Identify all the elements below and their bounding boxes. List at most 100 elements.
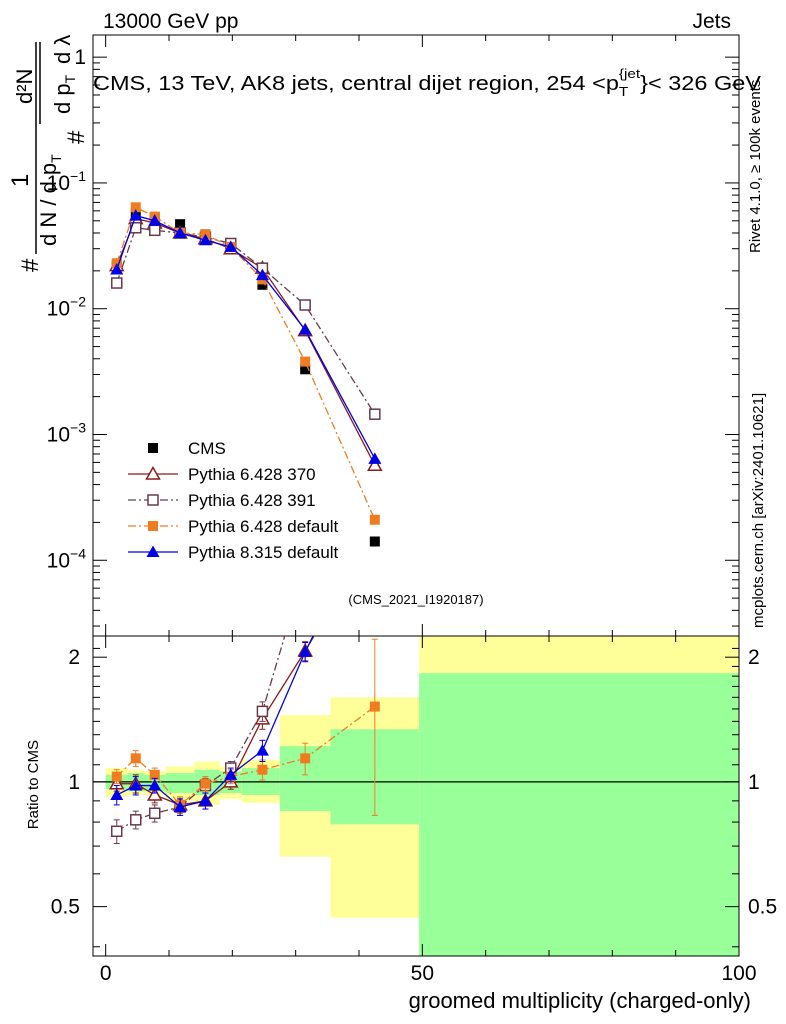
- ratio-point-pythia-8-315-default: [198, 794, 212, 806]
- x-axis-label: groomed multiplicity (charged-only): [409, 988, 751, 1013]
- title-sup: {jet: [619, 66, 641, 81]
- ratio-point-pythia-8-315-default: [129, 779, 143, 791]
- data-point-pythia-8-315-default: [255, 268, 269, 281]
- band-green: [165, 773, 195, 794]
- ylabel-d2n: d²N: [12, 69, 37, 104]
- ratio-point-pythia-8-315-default: [255, 744, 269, 756]
- legend-label-pythia-6-428-default: Pythia 6.428 default: [188, 517, 339, 536]
- legend-marker-pythia-6-428-370: [145, 465, 161, 480]
- data-point-pythia-8-315-default: [198, 233, 212, 246]
- ratio-y-tick-label-left: 1: [68, 771, 80, 794]
- legend-label-cms: CMS: [188, 439, 226, 458]
- ratio-point-pythia-6-428-default: [300, 753, 311, 764]
- legend: CMS Pythia 6.428 370 Pythia 6.428 391 Pythi…: [128, 439, 339, 562]
- ratio-y-tick-label-left: 0.5: [51, 896, 80, 919]
- main-data: [108, 202, 383, 547]
- ratio-point-pythia-6-428-391: [130, 814, 142, 826]
- data-point-pythia-6-428-391: [130, 222, 142, 234]
- ratio-point-pythia-6-428-391: [111, 825, 123, 838]
- ratio-y-tick-label-left: 2: [68, 646, 80, 669]
- ratio-y-tick-label-right: 0.5: [748, 896, 777, 919]
- title-sub: T: [619, 84, 628, 99]
- data-point-pythia-6-428-default: [369, 514, 380, 525]
- series-line-pythia-6-428-370: [116, 217, 376, 466]
- ratio-y-tick-label-right: 1: [748, 771, 760, 794]
- main-y-tick-label: 10−2: [47, 294, 87, 321]
- band-green: [419, 673, 739, 956]
- ratio-point-pythia-6-428-391: [300, 562, 310, 572]
- ratio-point-pythia-8-315-default: [148, 779, 162, 791]
- main-y-tick-label: 10−1: [47, 168, 87, 195]
- data-point-pythia-8-315-default: [298, 323, 312, 335]
- plot-title: CMS, 13 TeV, AK8 jets, central dijet reg…: [93, 66, 762, 99]
- ratio-y-label: Ratio to CMS: [25, 740, 42, 829]
- uncertainty-bands: [105, 636, 739, 956]
- data-point-pythia-8-315-default: [148, 214, 162, 226]
- ylabel-hash-1: #: [17, 258, 44, 272]
- x-tick-label: 100: [721, 962, 756, 985]
- main-y-axis-label: # 1 d N / d pT # d²N d pT d λ: [7, 35, 90, 272]
- energy-label: 13000 GeV pp: [103, 10, 238, 33]
- ylabel-dpt: d pT: [50, 74, 78, 114]
- ratio-point-pythia-6-428-default: [369, 701, 380, 712]
- mcplots-label: mcplots.cern.ch [arXiv:2401.10621]: [750, 393, 767, 628]
- ylabel-one: 1: [7, 174, 34, 187]
- data-point-pythia-8-315-default: [173, 226, 187, 238]
- data-point-cms: [300, 364, 311, 375]
- data-point-pythia-6-428-default: [130, 202, 141, 213]
- ratio-point-pythia-8-315-default: [298, 645, 312, 657]
- legend-label-pythia-8-315-default: Pythia 8.315 default: [188, 543, 339, 562]
- data-point-pythia-6-428-391: [111, 277, 123, 289]
- data-point-pythia-6-428-default: [300, 356, 311, 367]
- ratio-point-pythia-6-428-default: [111, 771, 122, 782]
- main-y-tick-label: 10−3: [47, 419, 87, 446]
- legend-marker-pythia-6-428-default: [148, 521, 158, 531]
- data-point-pythia-8-315-default: [368, 452, 382, 464]
- ratio-y-tick-label-right: 2: [748, 646, 760, 669]
- ratio-point-pythia-8-315-default: [110, 788, 124, 800]
- main-y-tick-label: 1: [74, 46, 86, 69]
- data-point-pythia-6-428-391: [149, 224, 161, 237]
- x-tick-label: 0: [100, 962, 112, 985]
- data-point-pythia-6-428-391: [299, 299, 311, 311]
- data-point-cms: [369, 536, 380, 547]
- ratio-point-pythia-6-428-default: [149, 769, 160, 780]
- data-point-pythia-6-428-391: [369, 408, 381, 420]
- data-point-cms: [257, 279, 268, 290]
- ylabel-dlambda: d λ: [50, 35, 75, 64]
- ratio-point-pythia-6-428-370: [368, 526, 381, 538]
- data-point-pythia-8-315-default: [110, 262, 124, 275]
- ratio-point-pythia-6-428-default: [200, 778, 211, 789]
- data-point-pythia-8-315-default: [224, 240, 238, 252]
- ratio-point-pythia-6-428-391: [149, 807, 161, 820]
- series-line-pythia-8-315-default: [116, 214, 376, 460]
- x-tick-label: 50: [411, 962, 434, 985]
- title-prefix: CMS, 13 TeV, AK8 jets, central dijet reg…: [93, 73, 619, 95]
- data-point-pythia-6-428-370: [367, 457, 383, 471]
- jets-label: Jets: [692, 10, 731, 33]
- ratio-point-pythia-6-428-default: [130, 753, 141, 764]
- ratio-point-pythia-6-428-default: [257, 764, 268, 775]
- ratio-point-pythia-6-428-370: [146, 786, 163, 801]
- ylabel-hash-2: #: [63, 130, 90, 144]
- data-point-pythia-8-315-default: [129, 209, 143, 221]
- axes: 0 50 100 10−1 10−2 10−3 10−4 1 0.5 0.5 1 1 2 2: [47, 35, 777, 985]
- analysis-tag: (CMS_2021_I1920187): [348, 592, 483, 607]
- legend-marker-cms: [148, 443, 158, 453]
- ratio-plot-frame: [92, 635, 740, 957]
- ratio-point-pythia-6-428-391: [256, 705, 269, 718]
- data-point-cms: [175, 219, 186, 230]
- ratio-point-pythia-6-428-391: [370, 363, 380, 373]
- ratio-data: [108, 363, 381, 845]
- main-y-tick-label: 10−4: [47, 545, 87, 572]
- title-suffix: }< 326 GeV: [640, 73, 762, 95]
- ratio-point-pythia-8-315-default: [224, 768, 238, 780]
- legend-marker-pythia-6-428-391: [147, 494, 159, 506]
- legend-label-pythia-6-428-370: Pythia 6.428 370: [188, 465, 316, 484]
- ylabel-dndpt: d N / d pT: [36, 154, 64, 246]
- rivet-label: Rivet 4.1.0, ≥ 100k events: [747, 80, 764, 253]
- ratio-point-pythia-8-315-default: [173, 800, 187, 812]
- legend-marker-pythia-8-315-default: [146, 545, 160, 557]
- legend-label-pythia-6-428-391: Pythia 6.428 391: [188, 491, 316, 510]
